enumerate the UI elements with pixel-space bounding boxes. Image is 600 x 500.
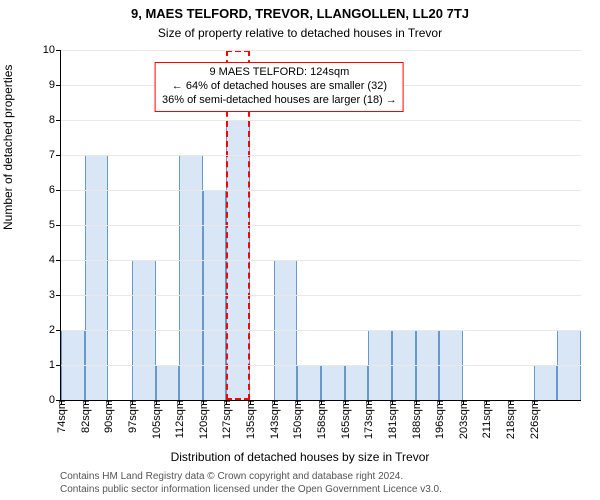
- xtick-label: 120sqm: [196, 400, 210, 439]
- x-axis-label: Distribution of detached houses by size …: [0, 450, 600, 464]
- gridline: [61, 190, 581, 191]
- gridline: [61, 120, 581, 121]
- xtick-label: 203sqm: [456, 400, 470, 439]
- chart-title-line2: Size of property relative to detached ho…: [0, 26, 600, 40]
- xtick-label: 105sqm: [149, 400, 163, 439]
- ytick-label: 3: [49, 289, 61, 301]
- annotation-box: 9 MAES TELFORD: 124sqm← 64% of detached …: [155, 62, 404, 111]
- histogram-bar: [156, 365, 180, 400]
- xtick-label: 218sqm: [503, 400, 517, 439]
- footer-attribution: Contains HM Land Registry data © Crown c…: [60, 471, 442, 496]
- xtick-label: 127sqm: [219, 400, 233, 439]
- xtick-label: 165sqm: [338, 400, 352, 439]
- ytick-label: 1: [49, 359, 61, 371]
- histogram-bar: [534, 365, 558, 400]
- histogram-bar: [297, 365, 321, 400]
- histogram-bar: [179, 155, 203, 400]
- ytick-label: 5: [49, 219, 61, 231]
- annotation-line: 9 MAES TELFORD: 124sqm: [162, 66, 397, 80]
- xtick-label: 188sqm: [409, 400, 423, 439]
- ytick-label: 10: [43, 44, 61, 56]
- gridline: [61, 330, 581, 331]
- chart-title-line1: 9, MAES TELFORD, TREVOR, LLANGOLLEN, LL2…: [0, 6, 600, 21]
- plot-area: 01234567891074sqm82sqm90sqm97sqm105sqm11…: [60, 50, 581, 401]
- ytick-label: 6: [49, 184, 61, 196]
- histogram-bar: [85, 155, 109, 400]
- annotation-line: 36% of semi-detached houses are larger (…: [162, 94, 397, 108]
- gridline: [61, 225, 581, 226]
- ytick-label: 8: [49, 114, 61, 126]
- xtick-label: 97sqm: [125, 400, 139, 433]
- xtick-label: 211sqm: [479, 400, 493, 438]
- ytick-label: 2: [49, 324, 61, 336]
- histogram-bar: [321, 365, 345, 400]
- chart-container: 9, MAES TELFORD, TREVOR, LLANGOLLEN, LL2…: [0, 0, 600, 500]
- xtick-label: 226sqm: [527, 400, 541, 439]
- xtick-label: 143sqm: [267, 400, 281, 439]
- ytick-label: 7: [49, 149, 61, 161]
- histogram-bar: [345, 365, 369, 400]
- gridline: [61, 295, 581, 296]
- xtick-label: 82sqm: [78, 400, 92, 433]
- footer-line1: Contains HM Land Registry data © Crown c…: [60, 471, 442, 484]
- xtick-label: 181sqm: [385, 400, 399, 439]
- annotation-line: ← 64% of detached houses are smaller (32…: [162, 80, 397, 94]
- footer-line2: Contains public sector information licen…: [60, 484, 442, 497]
- xtick-label: 74sqm: [54, 400, 68, 433]
- y-axis-label: Number of detached properties: [1, 65, 15, 230]
- gridline: [61, 365, 581, 366]
- xtick-label: 112sqm: [172, 400, 186, 438]
- xtick-label: 173sqm: [361, 400, 375, 439]
- gridline: [61, 260, 581, 261]
- ytick-label: 4: [49, 254, 61, 266]
- xtick-label: 150sqm: [290, 400, 304, 439]
- gridline: [61, 50, 581, 51]
- xtick-label: 90sqm: [101, 400, 115, 433]
- xtick-label: 158sqm: [314, 400, 328, 439]
- ytick-label: 9: [49, 79, 61, 91]
- gridline: [61, 155, 581, 156]
- xtick-label: 135sqm: [243, 400, 257, 439]
- xtick-label: 196sqm: [432, 400, 446, 439]
